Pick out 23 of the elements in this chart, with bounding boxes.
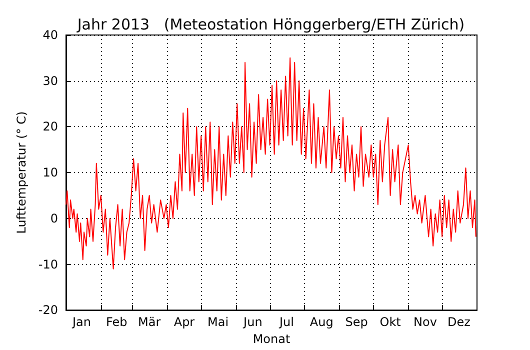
y-axis-title: Lufttemperatur (° C)	[14, 111, 28, 234]
y-tick-label: 0	[50, 211, 58, 226]
y-tick-label: 20	[42, 120, 58, 134]
y-tick-label: -10	[38, 257, 58, 272]
chart-title: Jahr 2013 (Meteostation Hönggerberg/ETH Zürich)	[76, 16, 465, 34]
y-tick-label: -20	[38, 303, 58, 318]
x-tick-label: Dez	[448, 315, 470, 330]
x-tick-label: Okt	[380, 315, 402, 330]
x-tick-label: Jun	[242, 315, 262, 330]
y-tick-label: 30	[42, 74, 58, 88]
y-tick-label: 40	[42, 28, 58, 42]
x-tick-label: Nov	[413, 315, 437, 330]
x-tick-label: Sep	[345, 315, 368, 330]
x-tick-label: Mai	[207, 315, 229, 330]
line-series	[66, 57, 476, 270]
x-tick-label: Apr	[174, 315, 195, 330]
x-axis-title: Monat	[252, 332, 290, 346]
x-tick-label: Jul	[278, 315, 294, 330]
y-tick-label: 10	[42, 166, 58, 180]
x-tick-label: Mär	[138, 315, 161, 330]
x-tick-label: Feb	[106, 315, 128, 330]
x-tick-label: Aug	[310, 315, 334, 330]
x-tick-label: Jan	[72, 315, 92, 330]
